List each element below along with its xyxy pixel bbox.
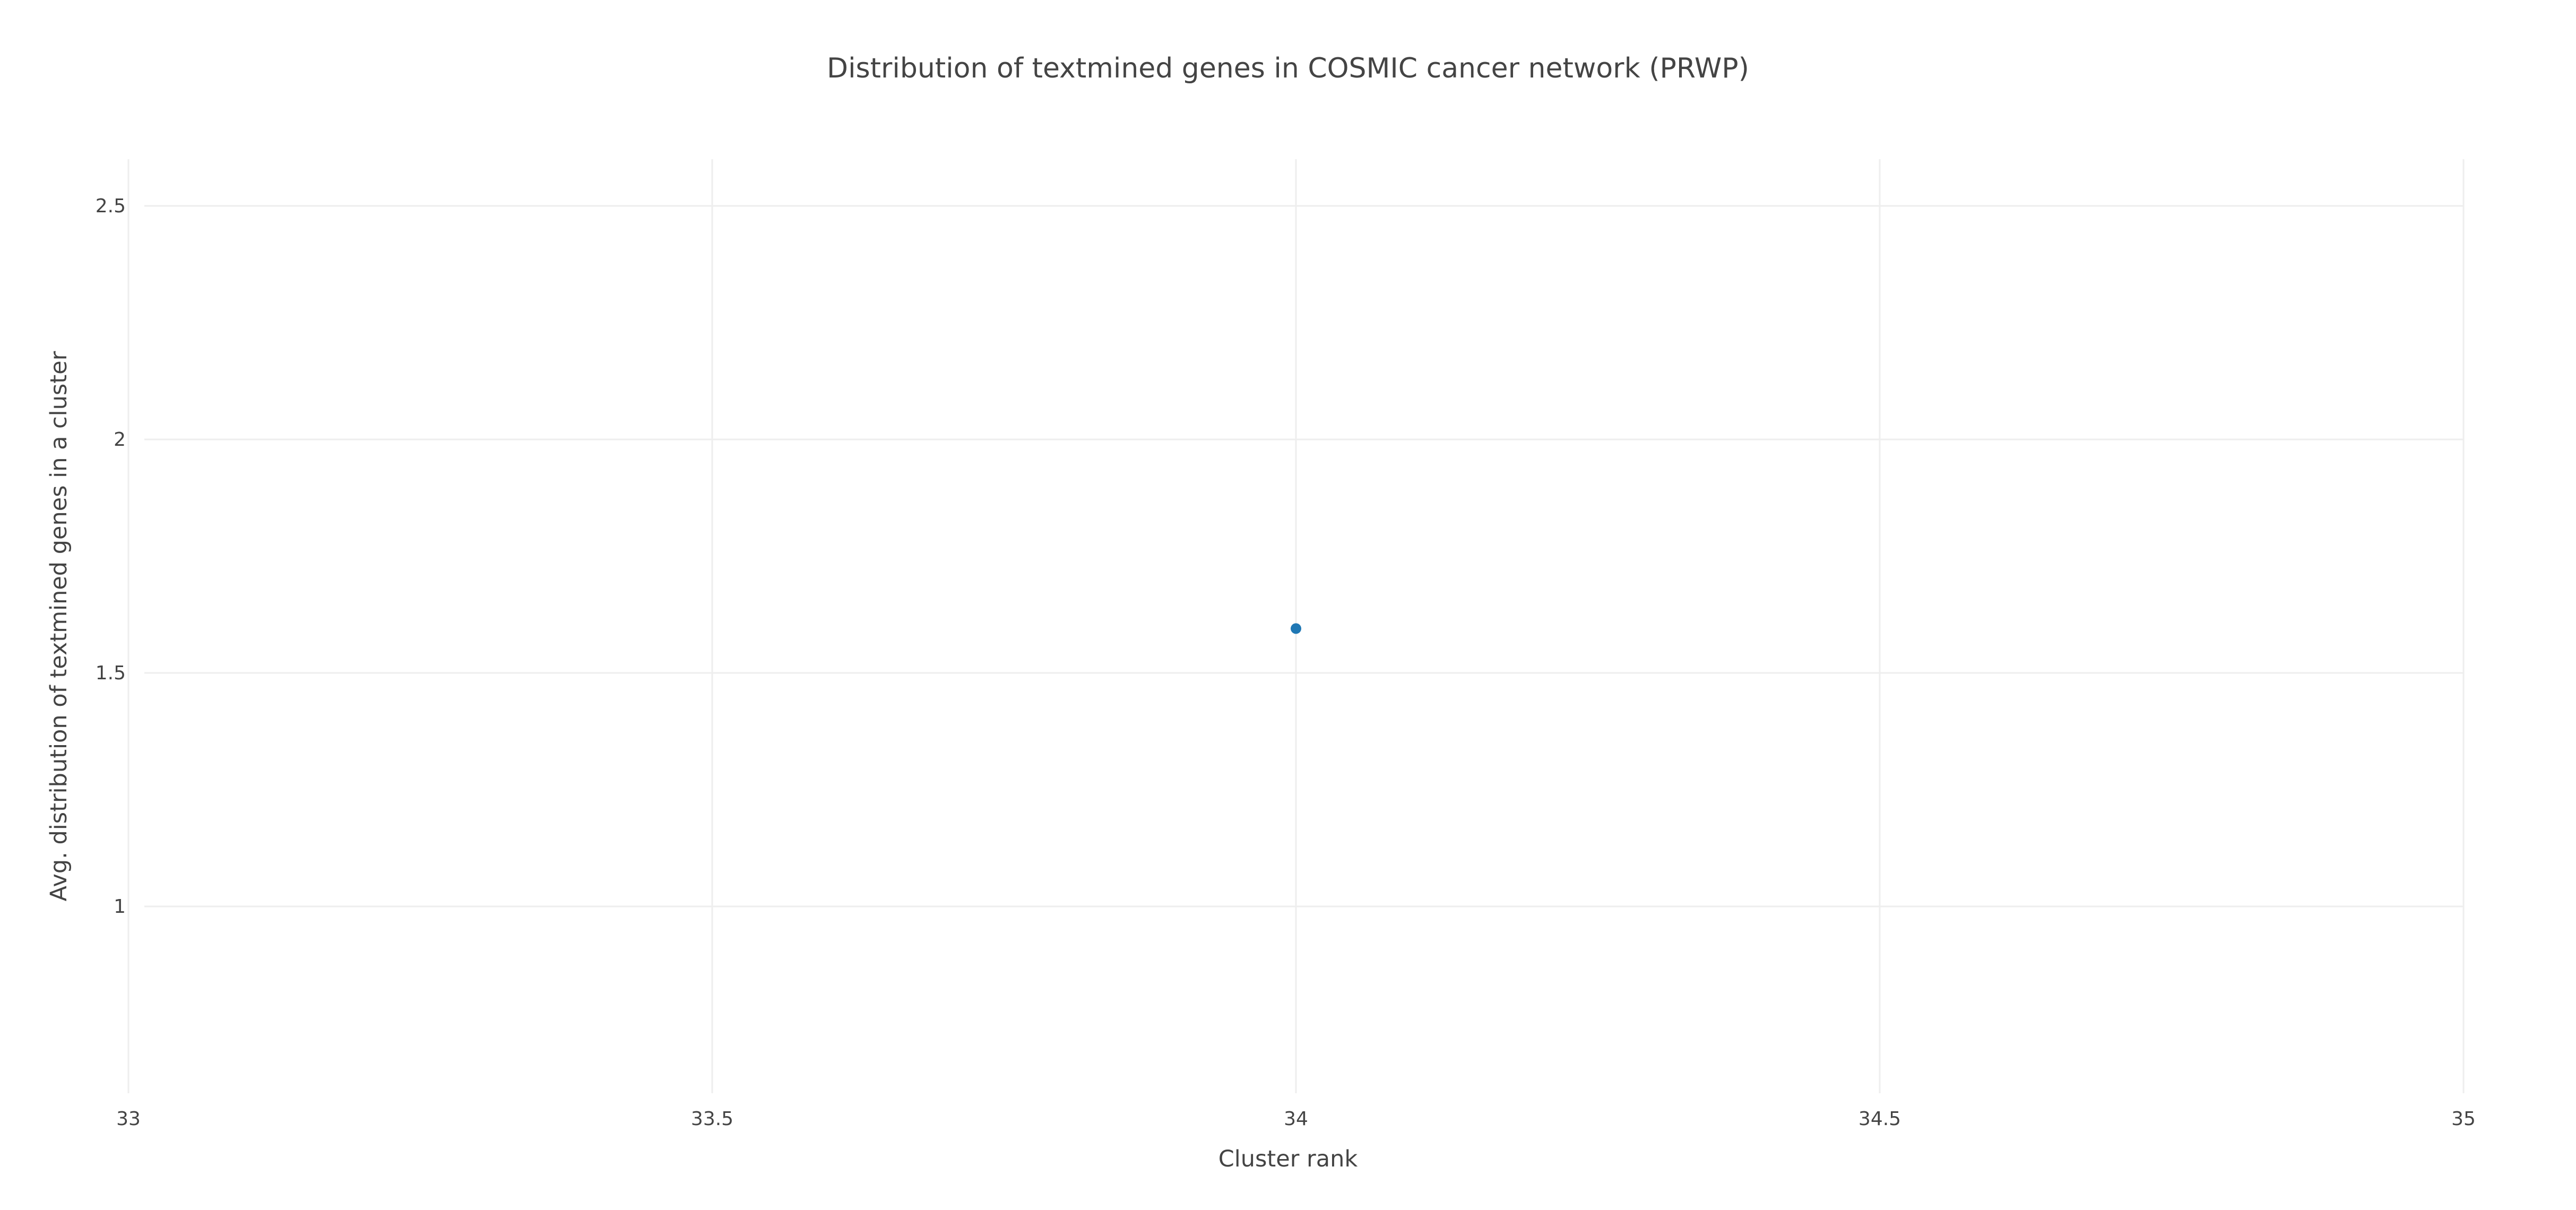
x-tick-label: 33: [116, 1108, 141, 1130]
x-axis-ticks: 33 33.5 34 34.5 35: [116, 1108, 2476, 1130]
x-tick-label: 34.5: [1858, 1108, 1901, 1130]
y-axis-ticks: 1 1.5 2 2.5: [96, 195, 126, 918]
x-axis-title: Cluster rank: [1218, 1146, 1358, 1172]
data-point[interactable]: [1291, 623, 1301, 634]
x-tick-label: 33.5: [691, 1108, 733, 1130]
y-gridlines: [144, 205, 2463, 908]
y-tick-label: 2: [114, 429, 126, 451]
x-tick-label: 34: [1284, 1108, 1308, 1130]
y-tick-label: 2.5: [96, 195, 126, 217]
data-points: [1291, 623, 1301, 634]
y-tick-label: 1: [114, 896, 126, 918]
x-tick-label: 35: [2451, 1108, 2476, 1130]
chart-title: Distribution of textmined genes in COSMI…: [827, 53, 1749, 84]
y-tick-label: 1.5: [96, 662, 126, 684]
y-axis-title: Avg. distribution of textmined genes in …: [46, 351, 72, 901]
